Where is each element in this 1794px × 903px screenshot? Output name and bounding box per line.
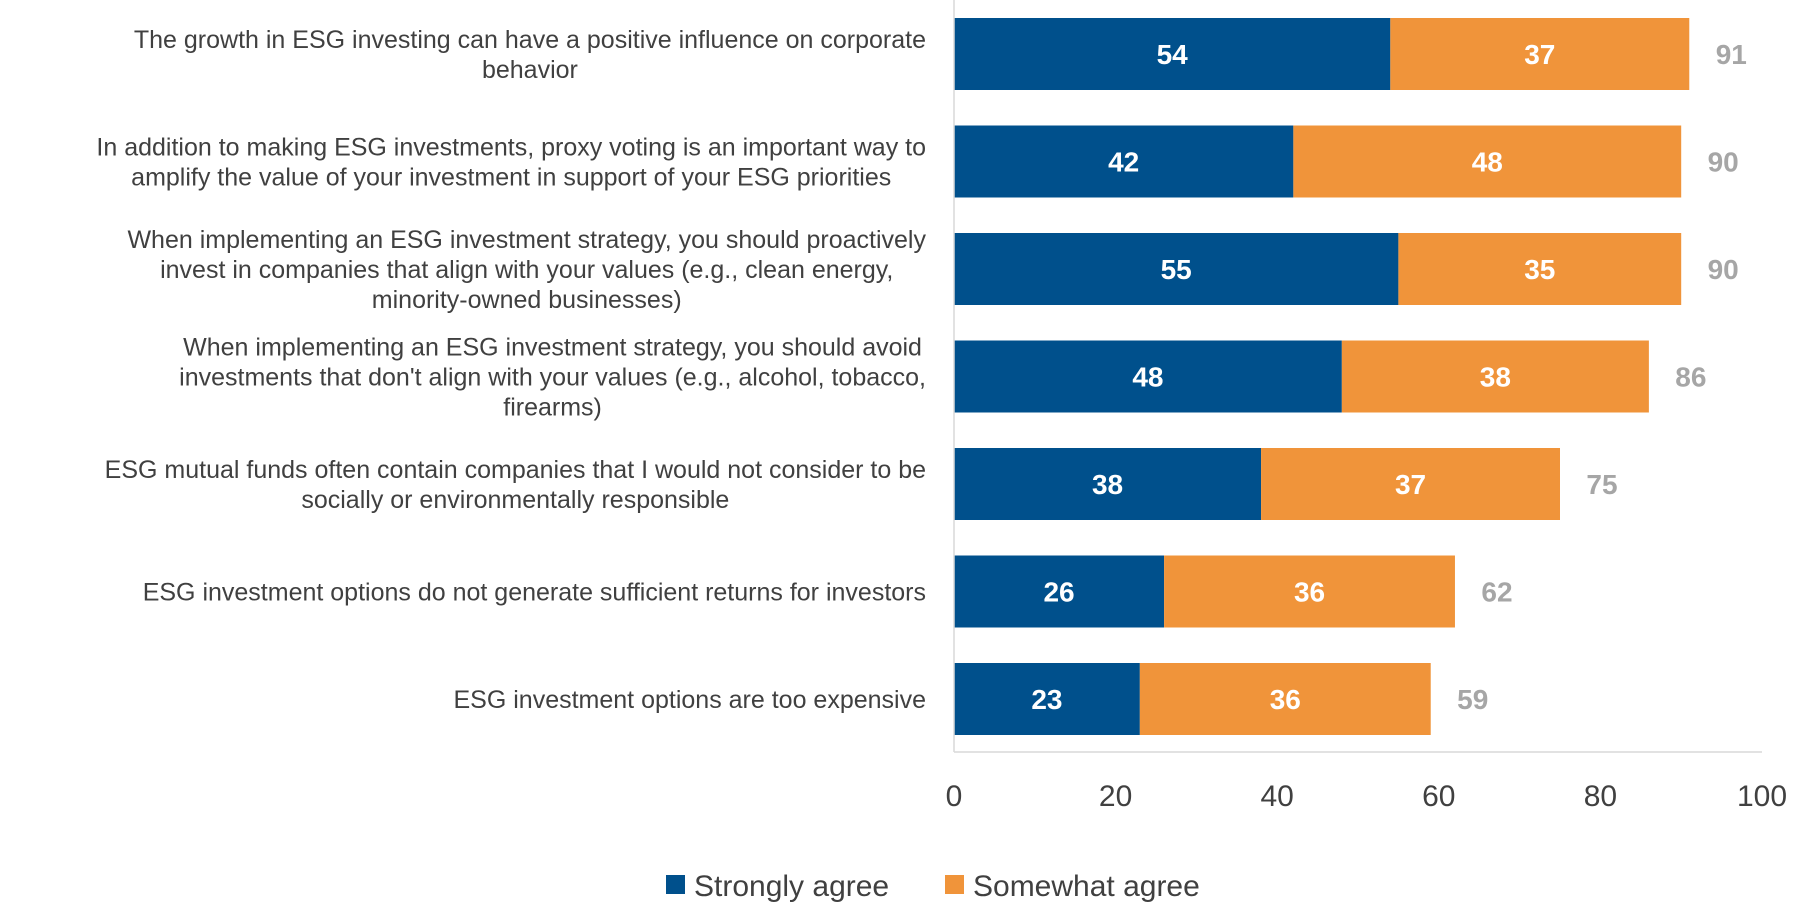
category-label-line: firearms) bbox=[503, 394, 602, 422]
bar-value-label: 26 bbox=[1043, 577, 1074, 608]
category-label-line: When implementing an ESG investment stra… bbox=[183, 334, 922, 362]
x-axis: 0 20 40 60 80 100 bbox=[946, 0, 1787, 813]
bar-value-label: 55 bbox=[1161, 254, 1192, 285]
category-label-line: ESG investment options are too expensive bbox=[454, 686, 927, 714]
bar-value-label: 42 bbox=[1108, 147, 1139, 178]
total-value-label: 90 bbox=[1708, 147, 1739, 178]
total-value-label: 62 bbox=[1481, 577, 1512, 608]
x-tick-label: 40 bbox=[1261, 780, 1294, 813]
bar-somewhat-agree bbox=[1390, 18, 1690, 90]
bar-somewhat-agree bbox=[1261, 448, 1560, 520]
bar-somewhat-agree bbox=[1341, 340, 1649, 413]
bar-strongly-agree bbox=[954, 555, 1165, 628]
total-value-label: 90 bbox=[1708, 254, 1739, 285]
category-label-line: investments that don't align with your v… bbox=[179, 364, 926, 392]
total-value-label: 59 bbox=[1457, 684, 1488, 715]
bar-value-label: 48 bbox=[1132, 362, 1163, 393]
category-label-line: The growth in ESG investing can have a p… bbox=[134, 26, 926, 54]
category-label-line: amplify the value of your investment in … bbox=[131, 164, 891, 192]
x-tick-label: 0 bbox=[946, 780, 963, 813]
x-tick-label: 80 bbox=[1584, 780, 1617, 813]
bar-somewhat-agree bbox=[1139, 663, 1431, 735]
bar-value-label: 48 bbox=[1472, 147, 1503, 178]
bar-strongly-agree bbox=[954, 448, 1262, 520]
bar-value-label: 36 bbox=[1294, 577, 1325, 608]
bar-strongly-agree bbox=[954, 125, 1294, 198]
bar-value-label: 38 bbox=[1092, 469, 1123, 500]
category-label-line: behavior bbox=[482, 56, 578, 84]
bar-value-label: 36 bbox=[1270, 684, 1301, 715]
category-label-line: In addition to making ESG investments, p… bbox=[96, 134, 926, 162]
bar-strongly-agree bbox=[954, 18, 1391, 90]
x-tick-label: 100 bbox=[1737, 780, 1787, 813]
bar-value-label: 37 bbox=[1395, 469, 1426, 500]
category-label-line: When implementing an ESG investment stra… bbox=[127, 226, 926, 254]
category-label-line: invest in companies that align with your… bbox=[160, 256, 893, 284]
legend-swatch bbox=[945, 875, 964, 894]
category-label-line: ESG investment options do not generate s… bbox=[143, 579, 926, 607]
category-label-line: minority-owned businesses) bbox=[372, 286, 682, 314]
bar-value-label: 23 bbox=[1031, 684, 1062, 715]
bar-value-label: 35 bbox=[1524, 254, 1555, 285]
bar-strongly-agree bbox=[954, 663, 1140, 735]
bar-strongly-agree bbox=[954, 233, 1399, 305]
bar-somewhat-agree bbox=[1293, 125, 1682, 198]
legend-label: Strongly agree bbox=[694, 870, 889, 903]
bar-value-label: 54 bbox=[1157, 39, 1189, 70]
legend-swatch bbox=[666, 875, 685, 894]
total-value-label: 91 bbox=[1716, 39, 1747, 70]
bar-somewhat-agree bbox=[1164, 555, 1455, 628]
total-value-label: 75 bbox=[1586, 469, 1617, 500]
x-tick-label: 60 bbox=[1422, 780, 1455, 813]
bar-somewhat-agree bbox=[1398, 233, 1682, 305]
bar-value-label: 38 bbox=[1480, 362, 1511, 393]
category-label-line: ESG mutual funds often contain companies… bbox=[105, 456, 926, 484]
legend-label: Somewhat agree bbox=[973, 870, 1200, 903]
bars-layer: 54 37 91 42 48 90 55 35 90 48 38 86 38 37 75 26 36 62 23 36… bbox=[954, 18, 1747, 735]
bar-strongly-agree bbox=[954, 340, 1342, 413]
category-label-line: socially or environmentally responsible bbox=[301, 486, 729, 514]
bar-value-label: 37 bbox=[1524, 39, 1555, 70]
total-value-label: 86 bbox=[1675, 362, 1706, 393]
x-tick-label: 20 bbox=[1099, 780, 1132, 813]
legend: Strongly agree Somewhat agree bbox=[666, 870, 1200, 903]
category-labels: The growth in ESG investing can have a p… bbox=[96, 26, 926, 714]
